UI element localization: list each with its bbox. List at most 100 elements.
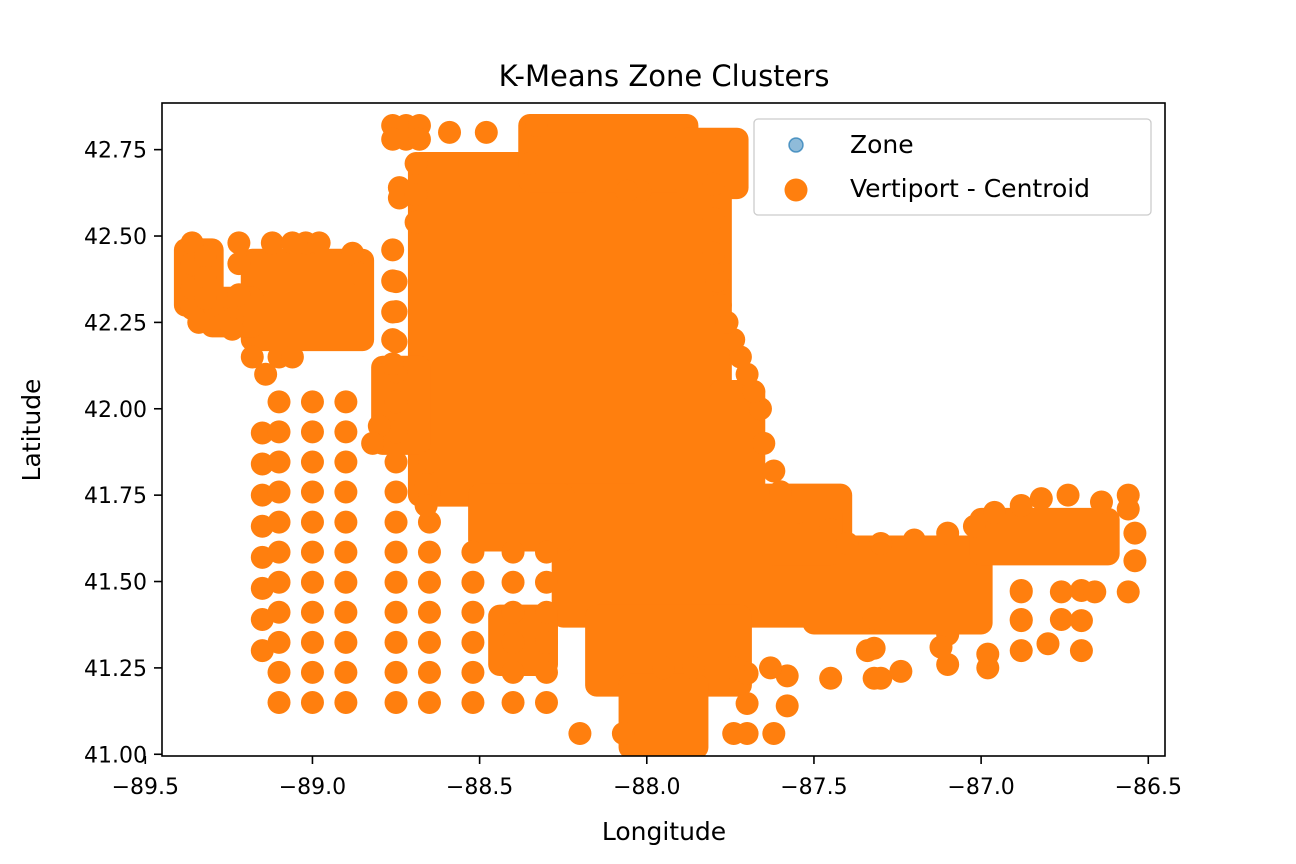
centroid-point-col-10: [267, 630, 291, 654]
centroid-point-65: [976, 642, 1000, 666]
centroid-point-67: [1009, 580, 1033, 604]
centroid-point-80: [1009, 494, 1033, 518]
centroid-cluster-12: [618, 673, 709, 756]
centroid-point-col-25: [300, 510, 324, 534]
y-tick-label-2: 41.50: [84, 571, 147, 596]
centroid-point-86: [835, 532, 859, 556]
centroid-point-col-90: [862, 606, 886, 630]
centroid-point-88: [785, 500, 809, 524]
centroid-point-col-30: [334, 690, 358, 714]
centroid-point-74: [1123, 521, 1147, 545]
centroid-point-col-24: [300, 540, 324, 564]
centroid-point-col-34: [334, 570, 358, 594]
centroid-point-col-77: [534, 690, 558, 714]
centroid-point-col-78: [534, 660, 558, 684]
centroid-point-93: [742, 379, 766, 403]
centroid-point-47: [361, 431, 385, 455]
centroid-point-31: [474, 120, 498, 144]
centroid-point-56: [682, 656, 706, 680]
centroid-point-76: [1116, 483, 1140, 507]
centroid-point-col-65: [461, 690, 485, 714]
centroid-point-col-76: [501, 540, 525, 564]
centroid-point-col-40: [334, 390, 358, 414]
centroid-point-79: [1029, 487, 1053, 511]
centroid-point-col-59: [417, 600, 441, 624]
centroid-point-col-66: [461, 660, 485, 684]
centroid-point-col-49: [384, 450, 408, 474]
y-tick-label-7: 42.75: [84, 139, 147, 164]
centroid-point-col-31: [334, 660, 358, 684]
centroid-point-54: [762, 722, 786, 746]
centroid-point-col-19: [300, 690, 324, 714]
x-tick-label-4: −87.5: [780, 775, 847, 800]
centroid-point-52: [611, 722, 635, 746]
centroid-point-73: [1123, 549, 1147, 573]
centroid-point-col-44: [384, 600, 408, 624]
centroid-point-col-35: [334, 540, 358, 564]
centroid-point-92: [748, 397, 772, 421]
centroid-point-70: [1049, 580, 1073, 604]
centroid-point-37: [518, 151, 542, 175]
chart-title: K-Means Zone Clusters: [499, 59, 830, 93]
y-axis: 41.00 41.25 41.50 41.75 42.00 42.25 42.50 42.75: [84, 139, 162, 768]
centroid-point-51: [568, 722, 592, 746]
centroid-point-81: [982, 500, 1006, 524]
y-tick-label-6: 42.50: [84, 225, 147, 250]
legend-marker-zone: [788, 137, 804, 153]
centroid-point-59: [819, 666, 843, 690]
centroid-point-col-8: [267, 690, 291, 714]
centroid-point-col-96: [1069, 639, 1093, 663]
centroid-point-45: [381, 352, 405, 376]
centroid-point-col-15: [267, 480, 291, 504]
centroid-point-91: [752, 431, 776, 455]
centroid-point-96: [722, 328, 746, 352]
centroid-point-col-6: [250, 452, 274, 476]
centroid-point-col-37: [334, 480, 358, 504]
centroid-cluster-6: [468, 483, 575, 552]
centroid-point-60: [869, 666, 893, 690]
centroid-point-col-12: [267, 570, 291, 594]
centroid-cluster-3: [585, 604, 752, 697]
centroid-point-col-61: [417, 540, 441, 564]
centroid-point-20: [254, 362, 278, 386]
centroid-point-72: [1116, 580, 1140, 604]
centroid-point-98: [708, 293, 732, 317]
centroid-point-col-27: [300, 450, 324, 474]
centroid-point-col-32: [334, 630, 358, 654]
centroid-point-94: [735, 362, 759, 386]
centroid-point-col-18: [267, 390, 291, 414]
centroid-point-col-80: [534, 600, 558, 624]
centroid-point-71: [1083, 580, 1107, 604]
centroid-point-col-57: [417, 660, 441, 684]
centroid-point-col-67: [461, 630, 485, 654]
centroid-point-7: [193, 286, 217, 310]
x-axis: −89.5 −89.0 −88.5 −88.0 −87.5 −87.0 −86.5: [112, 756, 1182, 800]
centroid-point-col-21: [300, 630, 324, 654]
x-tick-label-6: −86.5: [1115, 775, 1182, 800]
centroid-point-66: [1009, 608, 1033, 632]
centroid-point-col-79: [534, 630, 558, 654]
centroid-point-102: [702, 172, 726, 196]
centroid-point-41: [381, 238, 405, 262]
centroid-point-col-28: [300, 420, 324, 444]
centroid-point-col-45: [384, 570, 408, 594]
centroid-point-col-29: [300, 390, 324, 414]
centroid-point-58: [758, 656, 782, 680]
centroid-point-col-22: [300, 600, 324, 624]
centroid-point-col-72: [501, 660, 525, 684]
centroid-cluster-0: [407, 151, 732, 507]
centroid-cluster-13: [762, 500, 843, 566]
legend-label-vertiport-centroid: Vertiport - Centroid: [850, 174, 1090, 203]
plot-frame: [161, 102, 1166, 757]
centroid-point-col-7: [250, 421, 274, 445]
centroid-point-col-86: [775, 694, 799, 718]
centroid-point-13: [260, 231, 284, 255]
centroid-point-38: [585, 179, 609, 203]
centroid-point-col-70: [461, 540, 485, 564]
centroid-point-30: [438, 120, 462, 144]
centroid-point-12: [220, 317, 244, 341]
centroid-point-78: [1056, 483, 1080, 507]
y-tick-label-3: 41.75: [84, 484, 147, 509]
centroid-point-44: [381, 328, 405, 352]
centroid-point-col-36: [334, 510, 358, 534]
